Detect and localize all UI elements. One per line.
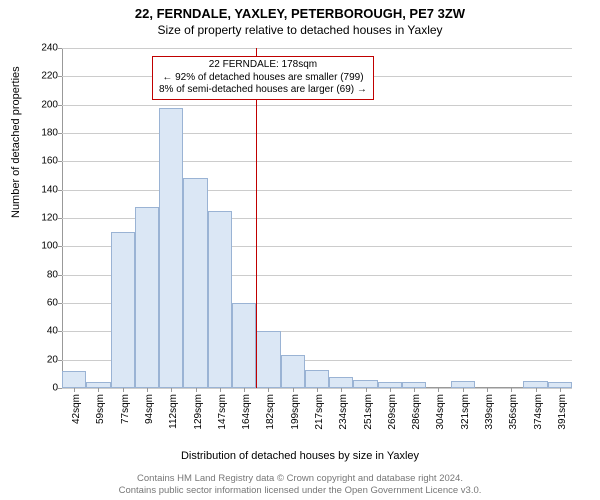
y-tick-label: 200 [28, 99, 58, 110]
footer-line-1: Contains HM Land Registry data © Crown c… [0, 473, 600, 484]
y-axis-label: Number of detached properties [10, 66, 22, 218]
x-tick-label: 59sqm [95, 394, 106, 424]
chart-title-main: 22, FERNDALE, YAXLEY, PETERBOROUGH, PE7 … [0, 0, 600, 21]
x-tick-mark [438, 388, 439, 392]
histogram-bar [305, 370, 329, 388]
histogram-bar [232, 303, 256, 388]
y-tick-label: 20 [28, 354, 58, 365]
x-tick-label: 356sqm [508, 394, 519, 430]
x-tick-label: 304sqm [435, 394, 446, 430]
x-tick-mark [268, 388, 269, 392]
x-tick-mark [196, 388, 197, 392]
x-tick-label: 147sqm [217, 394, 228, 430]
chart-container: 22, FERNDALE, YAXLEY, PETERBOROUGH, PE7 … [0, 0, 600, 500]
y-tick-label: 180 [28, 128, 58, 139]
y-tick-mark [58, 76, 62, 77]
x-tick-mark [511, 388, 512, 392]
y-tick-mark [58, 190, 62, 191]
footer-line-2: Contains public sector information licen… [0, 485, 600, 496]
x-tick-mark [123, 388, 124, 392]
x-tick-label: 199sqm [290, 394, 301, 430]
x-tick-label: 234sqm [338, 394, 349, 430]
x-tick-label: 182sqm [265, 394, 276, 430]
y-tick-label: 60 [28, 298, 58, 309]
histogram-bar [62, 371, 86, 388]
x-tick-label: 77sqm [120, 394, 131, 424]
annotation-line-1: 22 FERNDALE: 178sqm [159, 59, 367, 72]
x-tick-label: 129sqm [193, 394, 204, 430]
y-tick-mark [58, 303, 62, 304]
x-tick-mark [414, 388, 415, 392]
x-tick-label: 251sqm [363, 394, 374, 430]
x-tick-label: 374sqm [533, 394, 544, 430]
histogram-bar [135, 207, 159, 388]
x-tick-mark [147, 388, 148, 392]
grid-line [62, 161, 572, 162]
x-tick-mark [220, 388, 221, 392]
x-tick-mark [536, 388, 537, 392]
histogram-bar [183, 178, 207, 388]
x-tick-mark [463, 388, 464, 392]
y-tick-label: 80 [28, 269, 58, 280]
x-tick-label: 164sqm [241, 394, 252, 430]
x-tick-mark [74, 388, 75, 392]
x-tick-label: 94sqm [144, 394, 155, 424]
histogram-bar [451, 381, 475, 388]
x-tick-mark [317, 388, 318, 392]
grid-line [62, 133, 572, 134]
annotation-box: 22 FERNDALE: 178sqm ← 92% of detached ho… [152, 56, 374, 100]
y-tick-mark [58, 275, 62, 276]
histogram-bar [256, 331, 280, 388]
y-tick-mark [58, 48, 62, 49]
y-tick-label: 0 [28, 383, 58, 394]
y-tick-mark [58, 360, 62, 361]
histogram-bar [159, 108, 183, 389]
histogram-bar [523, 381, 547, 388]
y-tick-mark [58, 246, 62, 247]
x-tick-mark [390, 388, 391, 392]
x-tick-label: 286sqm [411, 394, 422, 430]
annotation-line-3: 8% of semi-detached houses are larger (6… [159, 84, 367, 97]
x-axis-label: Distribution of detached houses by size … [0, 450, 600, 462]
y-tick-label: 40 [28, 326, 58, 337]
y-tick-label: 240 [28, 43, 58, 54]
x-tick-mark [560, 388, 561, 392]
grid-line [62, 190, 572, 191]
y-tick-mark [58, 388, 62, 389]
y-tick-mark [58, 331, 62, 332]
x-tick-label: 391sqm [557, 394, 568, 430]
x-tick-mark [487, 388, 488, 392]
y-tick-mark [58, 105, 62, 106]
x-tick-mark [293, 388, 294, 392]
y-tick-mark [58, 218, 62, 219]
y-tick-label: 100 [28, 241, 58, 252]
grid-line [62, 48, 572, 49]
histogram-bar [208, 211, 232, 388]
x-tick-mark [98, 388, 99, 392]
x-tick-label: 42sqm [71, 394, 82, 424]
x-tick-label: 321sqm [460, 394, 471, 430]
histogram-bar [353, 380, 377, 389]
annotation-line-2: ← 92% of detached houses are smaller (79… [159, 72, 367, 85]
y-tick-label: 160 [28, 156, 58, 167]
y-tick-label: 220 [28, 71, 58, 82]
x-tick-mark [171, 388, 172, 392]
chart-title-sub: Size of property relative to detached ho… [0, 21, 600, 37]
footer-attribution: Contains HM Land Registry data © Crown c… [0, 473, 600, 496]
y-tick-label: 120 [28, 213, 58, 224]
x-tick-mark [366, 388, 367, 392]
x-tick-label: 339sqm [484, 394, 495, 430]
x-tick-label: 112sqm [168, 394, 179, 429]
x-tick-mark [244, 388, 245, 392]
histogram-bar [329, 377, 353, 388]
x-tick-label: 269sqm [387, 394, 398, 430]
y-tick-mark [58, 133, 62, 134]
histogram-bar [111, 232, 135, 388]
y-tick-label: 140 [28, 184, 58, 195]
x-tick-mark [341, 388, 342, 392]
grid-line [62, 105, 572, 106]
y-tick-mark [58, 161, 62, 162]
histogram-bar [281, 355, 305, 388]
x-tick-label: 217sqm [314, 394, 325, 430]
